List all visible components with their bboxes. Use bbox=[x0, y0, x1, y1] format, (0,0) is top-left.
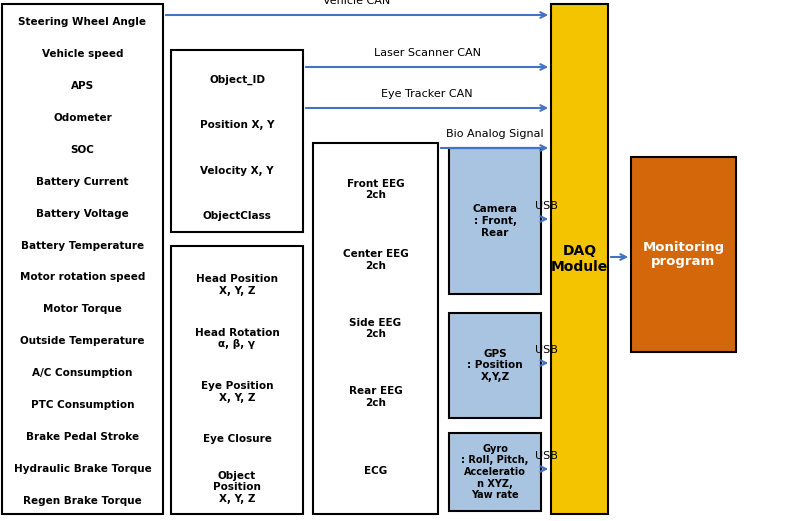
Text: Battery Current: Battery Current bbox=[36, 177, 129, 187]
Text: Hydraulic Brake Torque: Hydraulic Brake Torque bbox=[13, 464, 151, 474]
Text: Monitoring
program: Monitoring program bbox=[642, 241, 725, 268]
Text: Steering Wheel Angle: Steering Wheel Angle bbox=[18, 18, 147, 28]
Bar bbox=[631, 157, 736, 352]
Text: Object
Position
X, Y, Z: Object Position X, Y, Z bbox=[213, 470, 261, 504]
Text: Battery Temperature: Battery Temperature bbox=[21, 241, 144, 251]
Bar bbox=[171, 246, 303, 514]
Text: Gyro
: Roll, Pitch,
Acceleratio
n XYZ,
Yaw rate: Gyro : Roll, Pitch, Acceleratio n XYZ, Y… bbox=[461, 444, 529, 500]
Bar bbox=[2, 4, 163, 514]
Bar bbox=[171, 50, 303, 232]
Text: ECG: ECG bbox=[364, 466, 387, 476]
Bar bbox=[449, 313, 541, 418]
Text: Head Rotation
α, β, γ: Head Rotation α, β, γ bbox=[195, 328, 280, 349]
Text: Position X, Y: Position X, Y bbox=[200, 120, 274, 130]
Text: Vehicle CAN: Vehicle CAN bbox=[323, 0, 390, 6]
Text: Battery Voltage: Battery Voltage bbox=[36, 209, 129, 219]
Text: USB: USB bbox=[535, 201, 558, 211]
Text: PTC Consumption: PTC Consumption bbox=[31, 400, 135, 410]
Text: Head Position
X, Y, Z: Head Position X, Y, Z bbox=[196, 274, 278, 295]
Text: Object_ID: Object_ID bbox=[209, 75, 265, 85]
Bar bbox=[449, 148, 541, 294]
Text: Bio Analog Signal: Bio Analog Signal bbox=[446, 129, 543, 139]
Text: Laser Scanner CAN: Laser Scanner CAN bbox=[374, 47, 481, 58]
Text: Brake Pedal Stroke: Brake Pedal Stroke bbox=[26, 432, 139, 442]
Text: Motor Torque: Motor Torque bbox=[43, 304, 122, 314]
Text: Regen Brake Torque: Regen Brake Torque bbox=[23, 495, 142, 505]
Text: Eye Tracker CAN: Eye Tracker CAN bbox=[381, 89, 473, 98]
Text: Front EEG
2ch: Front EEG 2ch bbox=[347, 179, 404, 200]
Bar bbox=[313, 143, 438, 514]
Text: DAQ
Module: DAQ Module bbox=[551, 244, 608, 274]
Text: Motor rotation speed: Motor rotation speed bbox=[20, 272, 145, 282]
Text: ObjectClass: ObjectClass bbox=[203, 211, 272, 221]
Text: Eye Closure: Eye Closure bbox=[203, 434, 272, 444]
Text: USB: USB bbox=[535, 451, 558, 461]
Bar bbox=[551, 4, 608, 514]
Text: A/C Consumption: A/C Consumption bbox=[32, 368, 133, 378]
Text: Side EEG
2ch: Side EEG 2ch bbox=[349, 318, 402, 339]
Text: APS: APS bbox=[71, 81, 94, 91]
Text: Odometer: Odometer bbox=[53, 113, 112, 123]
Text: Eye Position
X, Y, Z: Eye Position X, Y, Z bbox=[200, 381, 273, 403]
Text: GPS
: Position
X,Y,Z: GPS : Position X,Y,Z bbox=[467, 349, 523, 382]
Text: Rear EEG
2ch: Rear EEG 2ch bbox=[348, 387, 402, 408]
Text: Center EEG
2ch: Center EEG 2ch bbox=[343, 249, 409, 271]
Text: SOC: SOC bbox=[70, 145, 94, 155]
Text: USB: USB bbox=[535, 345, 558, 355]
Text: Vehicle speed: Vehicle speed bbox=[42, 49, 124, 59]
Text: Camera
: Front,
Rear: Camera : Front, Rear bbox=[473, 204, 517, 238]
Bar bbox=[449, 433, 541, 511]
Text: Velocity X, Y: Velocity X, Y bbox=[200, 166, 274, 176]
Text: Outside Temperature: Outside Temperature bbox=[21, 336, 145, 346]
